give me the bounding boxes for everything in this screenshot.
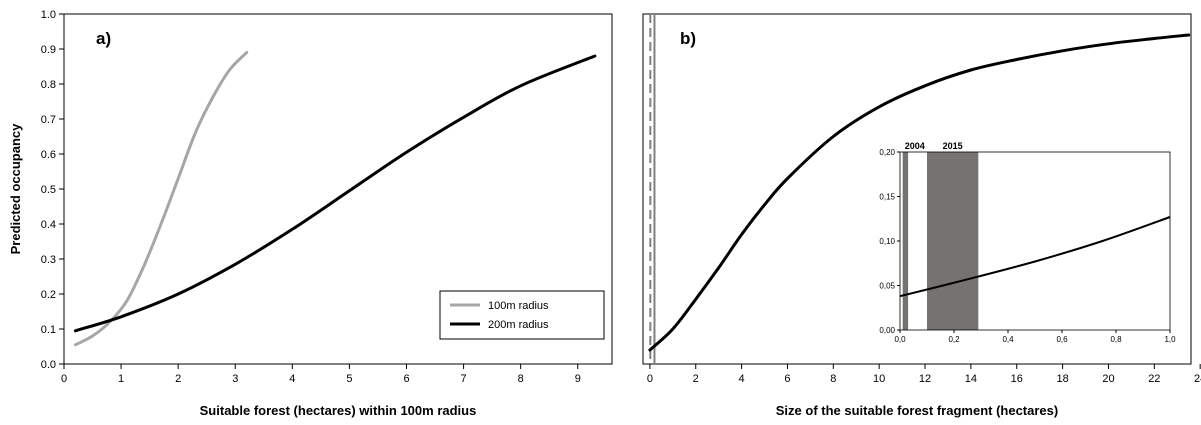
inset-bands: 2004 2015 (902, 141, 979, 330)
y-tick-label: 0.2 (41, 289, 56, 301)
axis-ticks-b: 024681012141618202224 (647, 364, 1201, 385)
inset-x-tick-label: 0,2 (948, 335, 960, 344)
y-tick-label: 0.7 (41, 114, 56, 126)
x-tick-label: 2 (693, 373, 699, 385)
inset-y-tick-label: 0,05 (879, 282, 895, 291)
series-line-fragment (648, 33, 1191, 352)
x-tick-label: 6 (784, 373, 790, 385)
inset-y-tick-label: 0,15 (879, 193, 895, 202)
series-line-200m (73, 54, 597, 333)
y-tick-label: 1.0 (41, 9, 56, 21)
inset-x-tick-label: 1,0 (1164, 335, 1176, 344)
series-line-100m (73, 51, 249, 347)
x-tick-label: 7 (461, 373, 467, 385)
x-tick-label: 5 (346, 373, 352, 385)
series-lines-a (73, 51, 597, 347)
x-tick-label: 4 (289, 373, 295, 385)
inset-x-tick-label: 0,4 (1002, 335, 1014, 344)
x-tick-label: 14 (965, 373, 977, 385)
x-tick-label: 0 (61, 373, 67, 385)
x-tick-label: 4 (739, 373, 745, 385)
inset-plot: 2004 2015 0,0 0,2 0,4 0,6 0,8 1,00,000,050,100… (879, 141, 1176, 344)
inset-band-2004 (902, 152, 909, 330)
x-tick-label: 24 (1194, 373, 1201, 385)
reference-lines-b (649, 14, 656, 364)
inset-y-tick-label: 0,00 (879, 326, 895, 335)
y-tick-label: 0.9 (41, 44, 56, 56)
x-tick-label: 6 (403, 373, 409, 385)
axis-ticks-a: 0 1 2 3 4 5 6 7 8 9 0.0 0.1 0.2 0.3 0.4 0.5 0.6 0.7 0.8 0.9… (41, 9, 581, 385)
inset-series (899, 216, 1171, 298)
x-tick-label: 18 (1056, 373, 1068, 385)
panel-label-b: b) (680, 29, 696, 48)
x-tick-label: 0 (647, 373, 653, 385)
inset-x-tick-label: 0,8 (1110, 335, 1122, 344)
y-tick-label: 0.6 (41, 149, 56, 161)
inset-band-label: 2015 (943, 141, 963, 151)
inset-axis-ticks: 0,0 0,2 0,4 0,6 0,8 1,0 0,00 0,05 0,10 0,15 0,20 (879, 148, 1176, 344)
x-axis-title-b: Size of the suitable forest fragment (he… (776, 403, 1058, 418)
x-tick-label: 8 (518, 373, 524, 385)
panel-b: 024681012141618202224 b) Size of the sui… (642, 13, 1201, 418)
inset-x-tick-label: 0,6 (1056, 335, 1068, 344)
legend-label-100m: 100m radius (488, 300, 549, 312)
x-tick-label: 16 (1011, 373, 1023, 385)
y-axis-title-a: Predicted occupancy (8, 123, 23, 255)
inset-x-tick-label: 0,0 (894, 335, 906, 344)
panel-label-a: a) (96, 29, 111, 48)
inset-series-line (899, 216, 1171, 298)
panel-a: 0 1 2 3 4 5 6 7 8 9 0.0 0.1 0.2 0.3 0.4 0.5 0.6 0.7 0.8 0.9… (8, 9, 613, 418)
x-tick-label: 10 (873, 373, 885, 385)
inset-y-tick-label: 0,10 (879, 237, 895, 246)
x-tick-label: 3 (232, 373, 238, 385)
y-tick-label: 0.8 (41, 79, 56, 91)
series-lines-b (648, 33, 1191, 352)
inset-band-2015 (927, 152, 979, 330)
y-tick-label: 0.0 (41, 359, 56, 371)
inset-y-tick-label: 0,20 (879, 148, 895, 157)
plot-frame-b (642, 13, 1192, 365)
x-tick-label: 12 (919, 373, 931, 385)
x-axis-title-a: Suitable forest (hectares) within 100m r… (200, 403, 477, 418)
x-tick-label: 8 (830, 373, 836, 385)
y-tick-label: 0.1 (41, 324, 56, 336)
x-tick-label: 22 (1148, 373, 1160, 385)
x-tick-label: 20 (1102, 373, 1114, 385)
legend-box (439, 290, 605, 340)
x-tick-label: 2 (175, 373, 181, 385)
y-tick-label: 0.5 (41, 184, 56, 196)
y-tick-label: 0.3 (41, 254, 56, 266)
legend: 100m radius 200m radius (439, 290, 605, 340)
legend-label-200m: 200m radius (488, 319, 549, 331)
inset-band-label: 2004 (905, 141, 925, 151)
x-tick-label: 9 (575, 373, 581, 385)
y-tick-label: 0.4 (41, 219, 56, 231)
x-tick-label: 1 (118, 373, 124, 385)
